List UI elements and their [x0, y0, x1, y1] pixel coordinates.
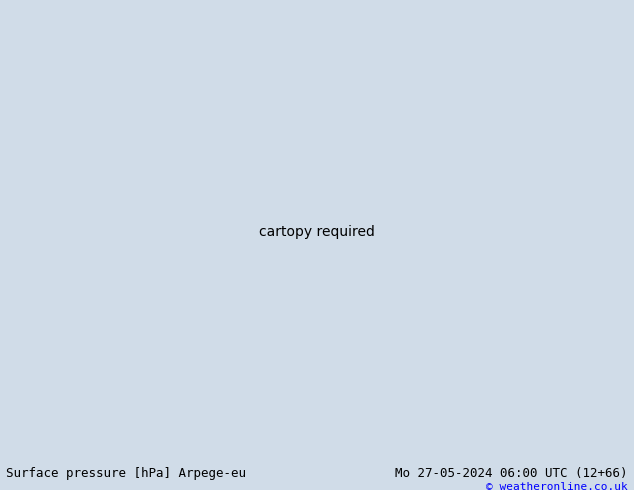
Text: cartopy required: cartopy required — [259, 224, 375, 239]
Text: Surface pressure [hPa] Arpege-eu: Surface pressure [hPa] Arpege-eu — [6, 467, 247, 480]
Text: Mo 27-05-2024 06:00 UTC (12+66): Mo 27-05-2024 06:00 UTC (12+66) — [395, 467, 628, 480]
Text: © weatheronline.co.uk: © weatheronline.co.uk — [486, 482, 628, 490]
